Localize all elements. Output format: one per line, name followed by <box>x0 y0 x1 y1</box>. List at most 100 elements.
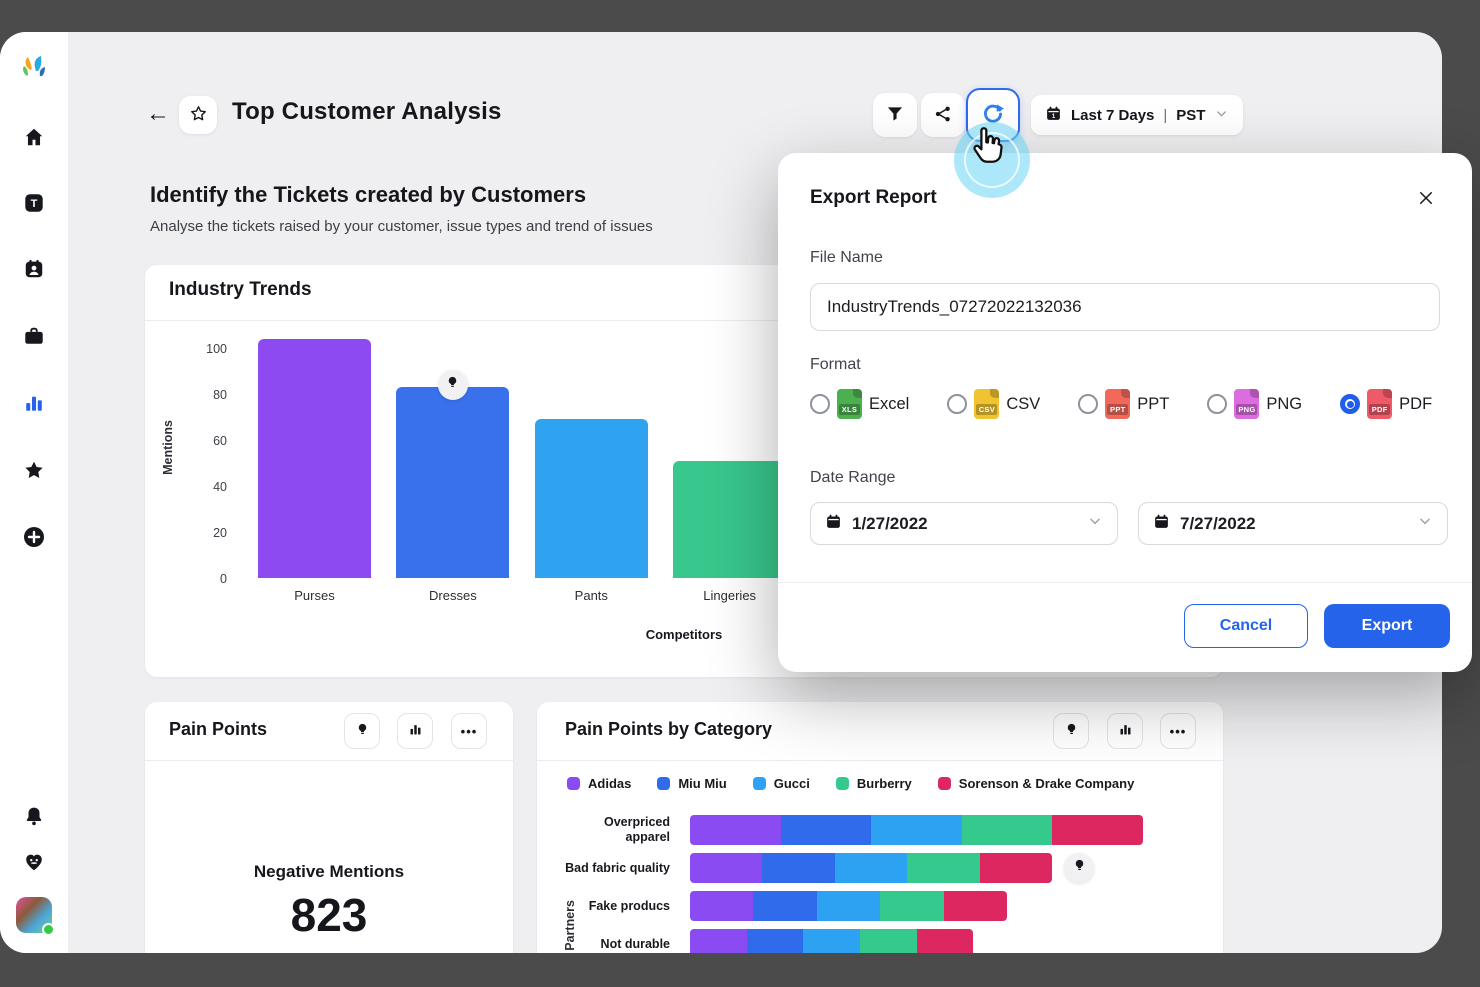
radio-unselected[interactable] <box>1078 394 1099 414</box>
legend-item[interactable]: Gucci <box>752 776 810 791</box>
sidebar-item-add[interactable] <box>14 518 54 558</box>
bar-segment[interactable] <box>690 853 763 883</box>
x-axis-label: Competitors <box>645 627 723 642</box>
bar-segment[interactable] <box>746 929 804 953</box>
sidebar-item-briefcase[interactable] <box>14 317 54 357</box>
insight-button[interactable] <box>1053 713 1089 749</box>
stacked-bar[interactable] <box>690 853 1053 883</box>
back-button[interactable]: ← <box>146 100 170 127</box>
more-options-button[interactable]: ••• <box>451 713 487 749</box>
close-icon <box>1417 189 1435 210</box>
bar-segment[interactable] <box>880 891 944 921</box>
share-button[interactable] <box>921 93 965 137</box>
lightbulb-icon <box>1064 722 1079 740</box>
radio-selected[interactable] <box>1340 394 1361 414</box>
legend-item[interactable]: Burberry <box>835 776 912 791</box>
bar-segment[interactable] <box>916 929 974 953</box>
online-status-dot <box>42 923 55 936</box>
sidebar-item-favorites[interactable] <box>14 451 54 491</box>
sidebar-item-notifications[interactable] <box>14 797 54 837</box>
more-options-button[interactable]: ••• <box>1160 713 1196 749</box>
bar-pants[interactable] <box>534 419 648 578</box>
insight-button[interactable] <box>344 713 380 749</box>
export-button[interactable]: Export <box>1324 604 1450 648</box>
date-range-label: Date Range <box>810 469 896 486</box>
format-option-pdf[interactable]: PDF PDF <box>1340 389 1432 419</box>
bar-segment[interactable] <box>753 891 817 921</box>
stacked-bar[interactable] <box>690 891 1008 921</box>
bar-segment[interactable] <box>871 815 962 845</box>
category-label: Not durable <box>600 936 670 951</box>
format-option-csv[interactable]: CSV CSV <box>947 389 1040 419</box>
bar-purses[interactable] <box>258 338 371 578</box>
chart-view-button[interactable] <box>1107 713 1143 749</box>
bar-segment[interactable] <box>859 929 917 953</box>
page-title: Top Customer Analysis <box>232 98 502 125</box>
filter-button[interactable] <box>873 93 917 137</box>
stacked-bar[interactable] <box>690 815 1143 845</box>
sidebar-item-analytics[interactable] <box>14 384 54 424</box>
category-insight-badge[interactable] <box>1064 853 1095 883</box>
bar-segment[interactable] <box>780 815 872 845</box>
chart-view-button[interactable] <box>397 713 433 749</box>
format-option-ppt[interactable]: PPT PPT <box>1078 389 1169 419</box>
bar-segment[interactable] <box>690 929 747 953</box>
date-range-picker[interactable]: 1 Last 7 Days | PST <box>1031 95 1244 135</box>
bar-segment[interactable] <box>690 891 754 921</box>
stacked-row: Fake producs <box>557 891 1008 921</box>
bar-dresses[interactable] <box>396 387 510 578</box>
svg-text:1: 1 <box>1052 114 1056 120</box>
date-range-label: Last 7 Days <box>1071 106 1155 124</box>
date-to-select[interactable]: 7/27/2022 <box>1138 502 1448 545</box>
card-title: Pain Points <box>169 719 268 739</box>
bar-segment[interactable] <box>762 853 835 883</box>
sidebar-item-tasks[interactable]: T <box>14 184 54 224</box>
bar-segment[interactable] <box>943 891 1008 921</box>
y-axis-label: Mentions <box>161 420 175 475</box>
radio-unselected[interactable] <box>947 394 968 414</box>
divider <box>145 320 1223 321</box>
ellipsis-icon: ••• <box>460 723 478 739</box>
bar-segment[interactable] <box>690 815 781 845</box>
industry-insight-badge[interactable] <box>437 370 468 401</box>
column-chart-icon <box>1118 722 1133 740</box>
cancel-button[interactable]: Cancel <box>1184 604 1308 648</box>
x-category-label: Lingeries <box>703 588 757 603</box>
file-name-input[interactable] <box>810 283 1440 331</box>
bar-segment[interactable] <box>1052 815 1143 845</box>
close-button[interactable] <box>1412 185 1440 213</box>
bar-lingeries[interactable] <box>673 460 787 578</box>
legend-label: Burberry <box>856 776 912 791</box>
legend-item[interactable]: Miu Miu <box>657 776 727 791</box>
divider <box>778 582 1472 583</box>
format-option-excel[interactable]: XLS Excel <box>810 389 909 419</box>
chart-legend: Adidas Miu Miu Gucci Burberry Sorenson & Dra… <box>567 776 1134 791</box>
stacked-row: Bad fabric quality <box>557 853 1053 883</box>
bar-segment[interactable] <box>907 853 980 883</box>
date-from-select[interactable]: 1/27/2022 <box>810 502 1118 545</box>
stacked-bar[interactable] <box>690 929 974 953</box>
format-option-png[interactable]: PNG PNG <box>1207 389 1302 419</box>
bar-segment[interactable] <box>816 891 881 921</box>
radio-unselected[interactable] <box>1207 394 1228 414</box>
favorite-star-button[interactable] <box>179 96 217 134</box>
radio-unselected[interactable] <box>810 394 830 414</box>
cursor-pointer <box>966 124 1008 175</box>
bar-segment[interactable] <box>834 853 908 883</box>
legend-item[interactable]: Sorenson & Drake Company <box>937 776 1134 791</box>
heart-people-icon <box>23 851 45 876</box>
legend-item[interactable]: Adidas <box>567 776 631 791</box>
sidebar-item-contacts[interactable] <box>14 250 54 290</box>
bar-segment[interactable] <box>803 929 860 953</box>
y-tick-label: 100 <box>206 342 227 356</box>
bar-segment[interactable] <box>961 815 1053 845</box>
format-label-text: PDF <box>1399 394 1433 413</box>
lightbulb-icon <box>1072 858 1087 878</box>
export-report-modal: Export Report File Name Format XLS Excel C… <box>778 153 1472 672</box>
sidebar-item-profile[interactable] <box>14 895 55 936</box>
bar-segment[interactable] <box>979 853 1053 883</box>
legend-label: Gucci <box>773 776 810 791</box>
sidebar-item-home[interactable] <box>14 118 54 158</box>
metric-value: 823 <box>290 889 368 941</box>
sidebar-item-community[interactable] <box>14 843 54 883</box>
